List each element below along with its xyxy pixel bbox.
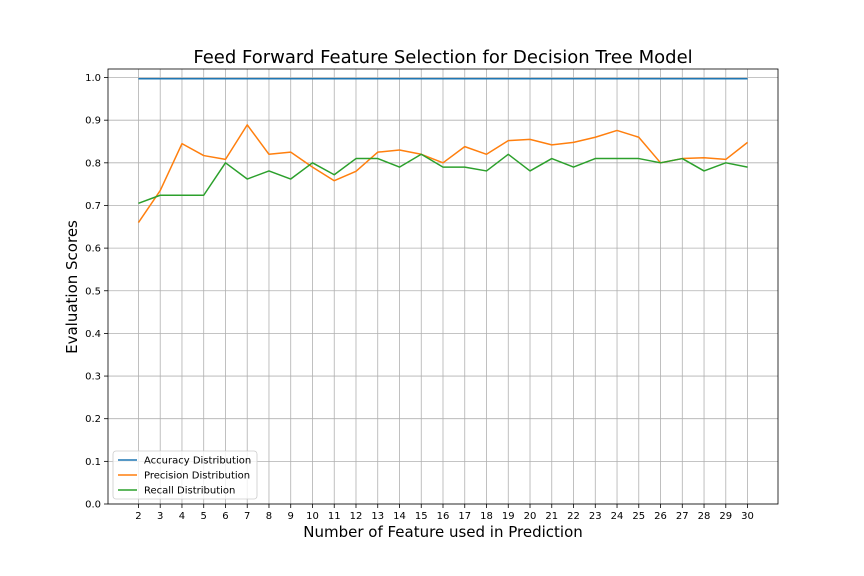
y-tick-label: 1.0 [85, 73, 101, 84]
y-axis-ticks: 0.0 0.1 0.2 0.3 0.4 0.5 0.6 0.7 0.8 0.9 1.0 [85, 73, 108, 511]
x-tick-label: 24 [611, 511, 624, 522]
y-tick-label: 0.8 [85, 158, 101, 169]
x-tick-label: 4 [179, 511, 185, 522]
series-line-recall-distribution [138, 153, 748, 205]
x-tick-label: 2 [135, 511, 141, 522]
x-tick-label: 23 [589, 511, 602, 522]
y-tick-label: 0.5 [85, 286, 101, 297]
x-tick-label: 13 [371, 511, 384, 522]
y-tick-label: 0.4 [85, 329, 101, 340]
x-tick-label: 18 [480, 511, 493, 522]
x-axis-label: Number of Feature used in Prediction [303, 523, 583, 541]
x-tick-label: 3 [157, 511, 163, 522]
x-tick-label: 11 [328, 511, 341, 522]
x-tick-label: 20 [524, 511, 537, 522]
x-tick-label: 14 [393, 511, 406, 522]
series-lines [137, 78, 749, 223]
chart-title: Feed Forward Feature Selection for Decis… [193, 47, 692, 68]
legend-label: Precision Distribution [144, 471, 250, 482]
x-tick-label: 30 [741, 511, 754, 522]
x-tick-label: 21 [545, 511, 558, 522]
x-tick-label: 22 [567, 511, 580, 522]
x-tick-label: 17 [458, 511, 471, 522]
grid-lines [108, 69, 778, 505]
x-tick-label: 29 [719, 511, 732, 522]
y-tick-label: 0.6 [85, 244, 101, 255]
x-tick-label: 19 [502, 511, 515, 522]
x-tick-label: 28 [698, 511, 711, 522]
legend-label: Recall Distribution [144, 486, 235, 497]
series-line-precision-distribution [137, 124, 749, 223]
y-tick-label: 0.7 [85, 201, 101, 212]
y-axis-label: Evaluation Scores [63, 220, 81, 354]
y-tick-label: 0.2 [85, 414, 101, 425]
x-tick-label: 27 [676, 511, 689, 522]
x-axis-ticks: 2 3 4 5 6 7 8 9 10 11 12 13 14 15 16 17 18 19 20 21 22 23 24 25… [135, 504, 754, 522]
y-tick-label: 0.3 [85, 372, 101, 383]
x-tick-label: 7 [244, 511, 250, 522]
x-tick-label: 12 [350, 511, 363, 522]
x-tick-label: 26 [654, 511, 667, 522]
legend: Accuracy Distribution Precision Distribut… [112, 450, 258, 500]
x-tick-label: 9 [288, 511, 294, 522]
legend-label: Accuracy Distribution [144, 456, 251, 467]
x-tick-label: 8 [266, 511, 272, 522]
y-tick-label: 0.9 [85, 116, 101, 127]
x-tick-label: 15 [415, 511, 428, 522]
x-tick-label: 10 [306, 511, 319, 522]
x-tick-label: 5 [201, 511, 207, 522]
x-tick-label: 6 [222, 511, 228, 522]
y-tick-label: 0.0 [85, 500, 101, 511]
y-tick-label: 0.1 [85, 457, 101, 468]
x-tick-label: 16 [437, 511, 450, 522]
legend-box [112, 450, 258, 500]
x-tick-label: 25 [632, 511, 645, 522]
